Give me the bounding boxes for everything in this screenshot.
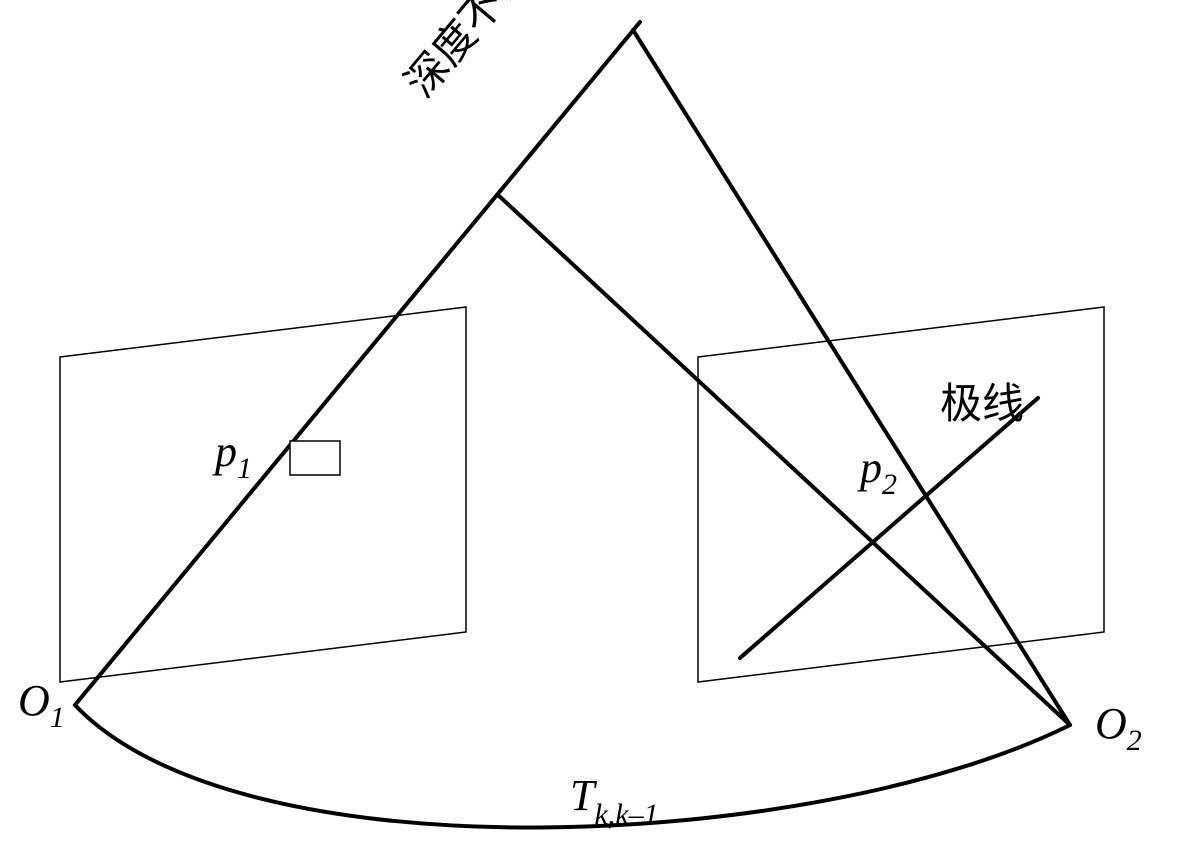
label-p2: p2 xyxy=(857,443,897,501)
label-epipolar: 极线 xyxy=(940,382,1024,428)
label-p1: p1 xyxy=(212,427,252,485)
label-transform: Tk,k–1 xyxy=(570,771,659,831)
ray-o1-apex xyxy=(75,22,640,705)
p1-patch xyxy=(290,441,340,475)
label-o1: O1 xyxy=(18,676,65,734)
label-depth-uncertain: 深度不确定 xyxy=(397,0,568,106)
right-image-plane xyxy=(698,307,1104,682)
left-image-plane xyxy=(60,307,466,682)
ray-mid-o2 xyxy=(498,195,1070,725)
label-o2: O2 xyxy=(1095,699,1142,757)
